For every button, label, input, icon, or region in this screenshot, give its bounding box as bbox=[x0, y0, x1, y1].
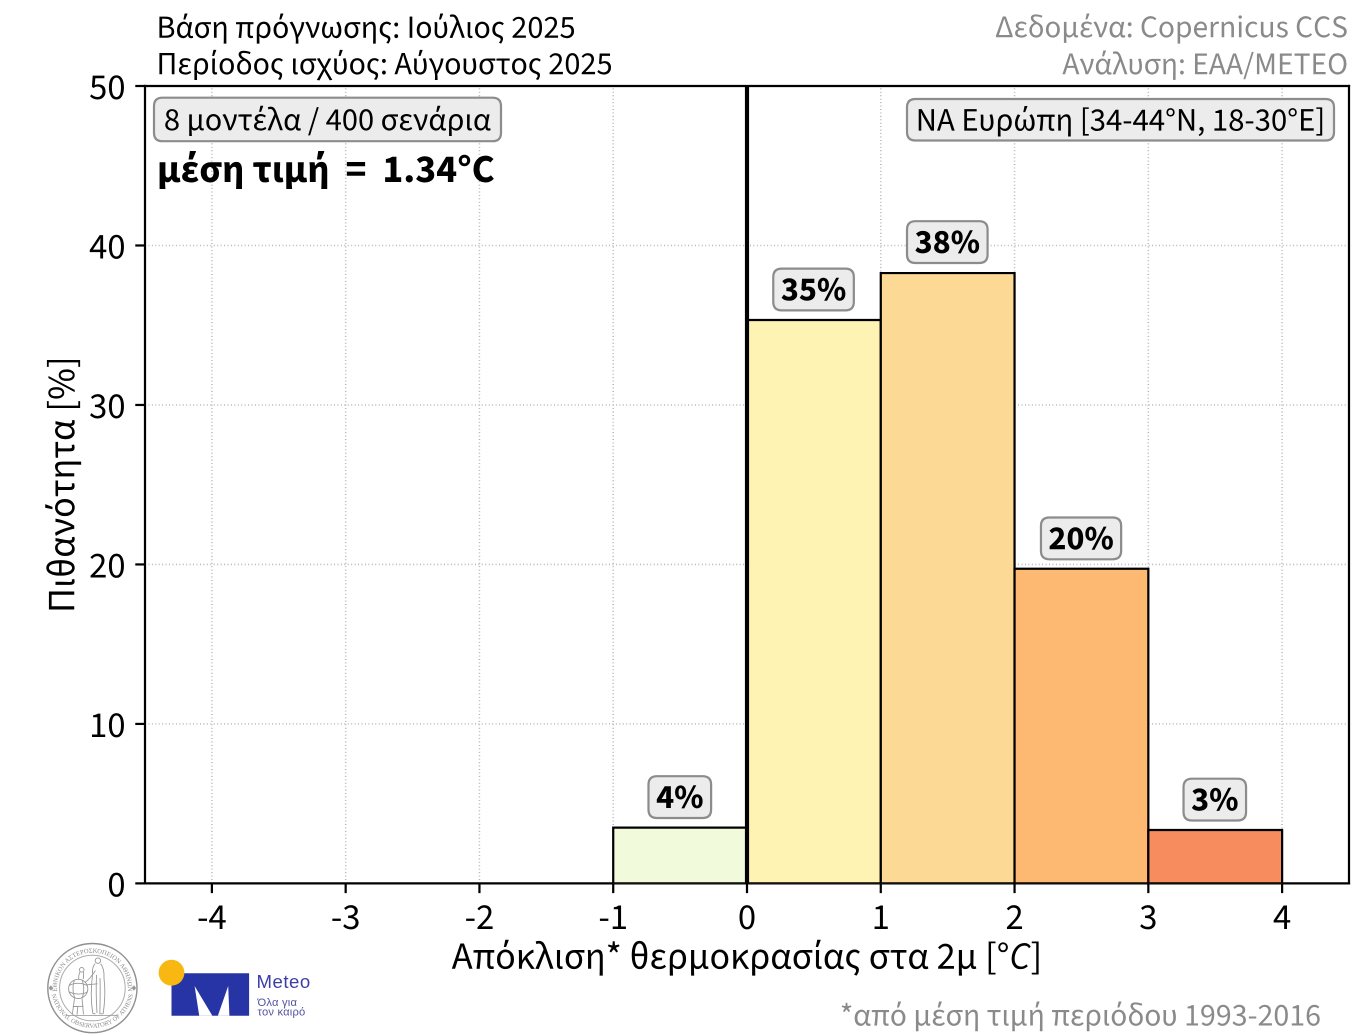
svg-text:Όλα για: Όλα για bbox=[257, 997, 298, 1009]
svg-text:τον καιρό: τον καιρό bbox=[258, 1007, 306, 1019]
svg-text:Meteo: Meteo bbox=[257, 971, 311, 992]
